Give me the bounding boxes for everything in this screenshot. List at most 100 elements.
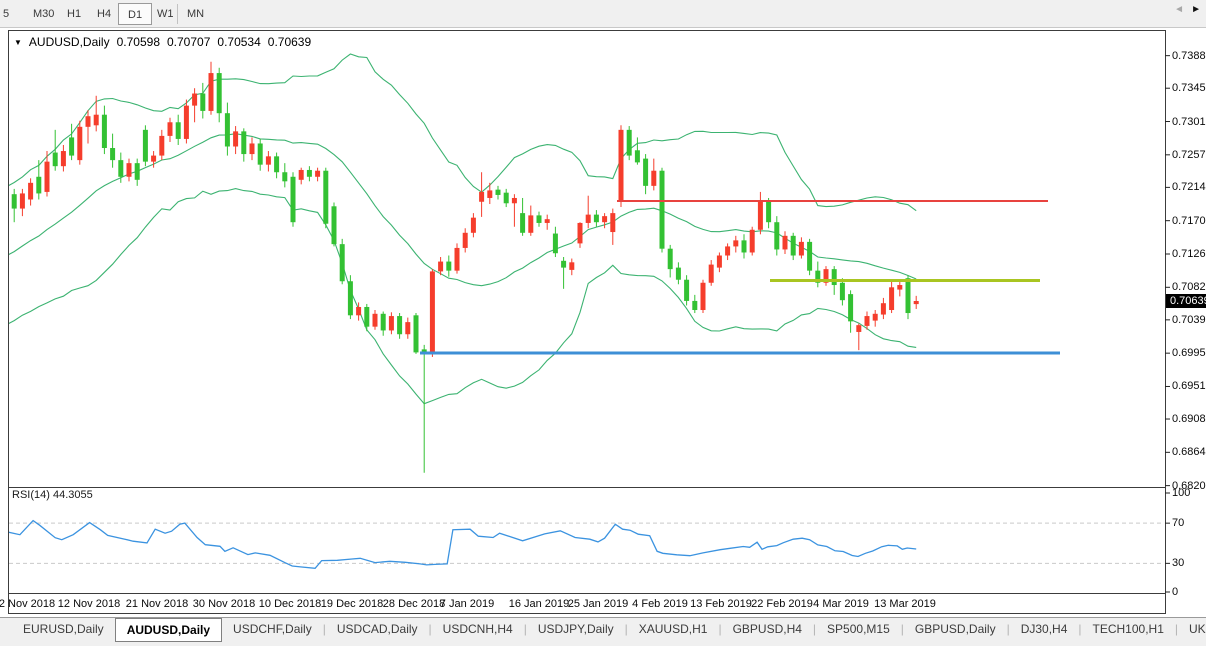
candle-body (126, 163, 132, 177)
candle-body (766, 201, 772, 223)
candle-body (610, 213, 616, 233)
ohlc-high: 0.70707 (167, 35, 211, 49)
timeframe-button-w1[interactable]: W1 (157, 8, 174, 20)
candle-body (823, 269, 829, 283)
candle-body (257, 143, 263, 165)
candle-body (290, 176, 296, 223)
candle-body (848, 294, 854, 322)
chart-symbol-label: AUDUSD,Daily (28, 35, 110, 49)
time-axis-label: 16 Jan 2019 (508, 598, 570, 610)
time-axis-label: 28 Dec 2018 (382, 598, 446, 610)
candle-body (733, 240, 739, 247)
chart-tab-gbpusd-h4[interactable]: GBPUSD,H4 (732, 622, 802, 636)
chart-tab-audusd-daily[interactable]: AUDUSD,Daily (114, 618, 223, 642)
chart-dropdown-icon[interactable]: ▼ (14, 38, 22, 47)
candle-body (28, 182, 34, 200)
candle-body (503, 192, 509, 204)
timeframe-button-mn[interactable]: MN (187, 8, 205, 20)
candle-body (429, 271, 435, 354)
candle-body (19, 193, 25, 209)
tab-scroll-right-button[interactable]: ► (1191, 4, 1201, 15)
candle-body (200, 93, 206, 111)
timeframe-button-h1[interactable]: H1 (67, 8, 82, 20)
candle-body (470, 217, 476, 233)
candle-body (462, 232, 468, 248)
tab-separator: | (1078, 622, 1082, 636)
timeframe-button-h4[interactable]: H4 (97, 8, 112, 20)
candle-body (159, 135, 165, 156)
ohlc-low: 0.70534 (217, 35, 261, 49)
candle-body (315, 170, 321, 177)
candle-body (60, 151, 66, 167)
candle-body (700, 282, 706, 311)
chart-title: ▼ AUDUSD,Daily 0.70598 0.70707 0.70534 0.7063… (14, 35, 311, 49)
rsi-axis-label: 30 (1172, 557, 1185, 570)
candle-body (192, 93, 198, 106)
chart-tab-usdcnh-h4[interactable]: USDCNH,H4 (442, 622, 513, 636)
time-axis-label: 10 Dec 2018 (258, 598, 322, 610)
chart-tab-dj30-h4[interactable]: DJ30,H4 (1020, 622, 1068, 636)
candle-body (831, 269, 837, 286)
candle-body (790, 235, 796, 256)
chart-tab-usdjpy-daily[interactable]: USDJPY,Daily (537, 622, 614, 636)
candle-body (511, 197, 517, 204)
candle-body (274, 156, 280, 173)
bollinger-lower-band (9, 188, 917, 405)
chart-tab-tech100-h1[interactable]: TECH100,H1 (1092, 622, 1164, 636)
candle-body (741, 240, 747, 253)
time-axis-label: 13 Mar 2019 (874, 598, 936, 610)
tab-scroll-left-button[interactable]: ◄ (1174, 4, 1184, 15)
candle-body (339, 244, 345, 282)
chart-tab-usdcad-daily[interactable]: USDCAD,Daily (336, 622, 418, 636)
candle-body (298, 169, 304, 180)
candle-body (167, 122, 173, 136)
candle-body (356, 306, 362, 316)
ohlc-open: 0.70598 (116, 35, 160, 49)
candle-body (282, 172, 288, 182)
candle-body (347, 281, 353, 316)
candle-body (110, 148, 116, 161)
candle-body (634, 150, 640, 163)
candle-body (692, 300, 698, 311)
tab-separator: | (1006, 622, 1010, 636)
candle-body (626, 129, 632, 156)
time-axis-label: 21 Nov 2018 (125, 598, 189, 610)
rsi-axis-label: 0 (1172, 586, 1179, 598)
chart-tab-sp500-m15[interactable]: SP500,M15 (827, 622, 890, 636)
timeframe-button-5[interactable]: 5 (3, 8, 10, 20)
candle-body (44, 161, 50, 192)
chart-tab-eurusd-daily[interactable]: EURUSD,Daily (23, 622, 104, 636)
candle-body (11, 194, 17, 209)
candle-body (446, 261, 452, 271)
candle-body (233, 131, 239, 147)
candle-body (651, 170, 657, 186)
candle-body (905, 278, 911, 314)
candle-body (602, 216, 608, 223)
candle-body (249, 143, 255, 155)
candle-body (807, 241, 813, 271)
candle-body (872, 313, 878, 321)
chart-tab-xauusd-h1[interactable]: XAUUSD,H1 (638, 622, 708, 636)
timeframe-button-d1[interactable]: D1 (118, 3, 153, 25)
candle-body (856, 325, 862, 332)
candle-body (864, 316, 870, 326)
candle-body (175, 122, 181, 139)
candle-body (618, 129, 624, 202)
rsi-axis-label: 100 (1172, 487, 1191, 499)
candle-body (520, 213, 526, 233)
rsi-name: RSI(14) (12, 489, 50, 501)
candle-body (913, 301, 919, 305)
ohlc-close: 0.70639 (267, 35, 312, 49)
chart-tab-gbpusd-daily[interactable]: GBPUSD,Daily (914, 622, 996, 636)
timeframe-button-m30[interactable]: M30 (33, 8, 55, 20)
chart-tab-usdchf-daily[interactable]: USDCHF,Daily (233, 622, 312, 636)
chart-tab-ukc[interactable]: UKC (1189, 622, 1206, 636)
